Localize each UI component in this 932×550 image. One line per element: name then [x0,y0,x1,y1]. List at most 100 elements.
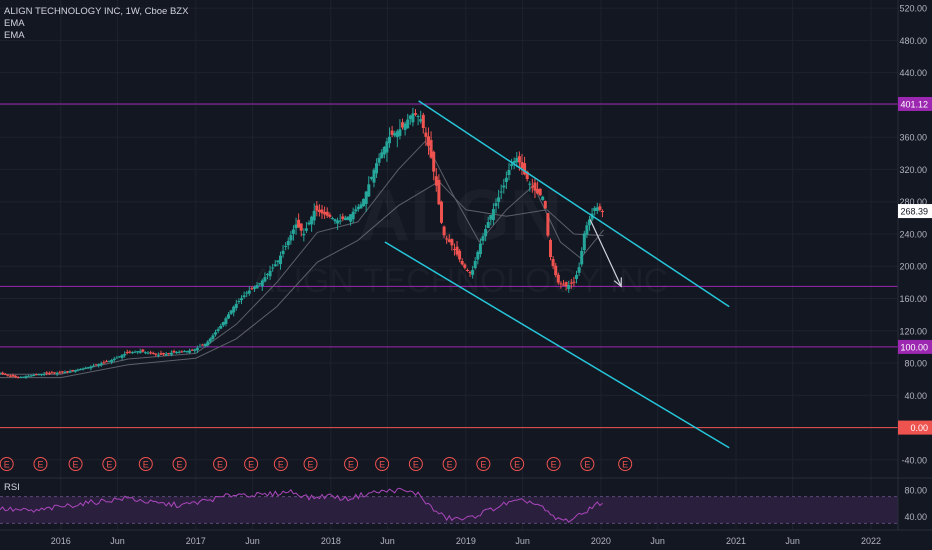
candle-body [403,123,407,130]
candle-body [499,191,503,193]
earnings-marker[interactable] [510,457,525,471]
earnings-marker[interactable] [102,457,117,471]
candle-body [543,201,547,209]
candle-body [279,255,282,265]
candle-body [484,229,488,237]
earnings-marker[interactable] [618,457,633,471]
candle-body [567,285,571,289]
candle-body [206,341,210,346]
candle-body [175,352,179,354]
price-tick-label: 280.00 [899,197,927,207]
price-tick-label: 480.00 [899,36,927,46]
earnings-marker[interactable] [344,457,359,471]
candle-body [21,376,25,378]
earnings-marker[interactable] [442,457,457,471]
earnings-marker[interactable] [476,457,491,471]
channel-line[interactable] [384,241,730,449]
earnings-marker[interactable] [33,457,48,471]
candle-body [208,338,212,342]
ema-indicator-label[interactable]: EMA [4,18,25,29]
projection-arrows[interactable] [589,219,622,288]
candle-body [356,206,360,210]
candle-body [463,264,467,268]
earnings-marker[interactable] [244,457,259,471]
candle-body [76,369,80,371]
candle-body [118,356,121,358]
candle-body [115,357,119,359]
candle-body [154,353,158,355]
ema-indicator-label-2[interactable]: EMA [4,30,25,41]
candle-body [598,206,602,210]
time-axis[interactable]: 2016 Jun 2017 Jun 2018 Jun 2019 Jun 2020 Jun 2021 J… [0,529,932,546]
candle-body [211,335,215,339]
candle-body [312,210,316,221]
candle-body [97,364,101,366]
rsi-pane [0,477,932,524]
candle-body [112,358,116,360]
candle-body [14,375,18,378]
earnings-marker[interactable] [546,457,561,471]
candle-body [94,364,98,366]
candle-body [556,274,560,283]
candle-body [34,374,38,376]
candle-body [3,373,7,375]
candle-body [193,349,197,351]
earnings-marker-label: E [379,459,385,469]
candle-body [330,218,334,220]
price-tick-label: -40.00 [901,455,927,465]
candle-body [528,183,532,185]
candle-body [232,306,236,313]
candle-body [162,353,166,355]
price-label-box [898,96,932,111]
ema-fast-line [0,140,604,375]
candle-body [411,113,415,123]
price-tick-label: 200.00 [899,262,927,272]
candle-body [362,198,366,207]
earnings-marker-label: E [480,459,486,469]
rsi-line [0,487,603,523]
earnings-marker[interactable] [213,457,228,471]
candle-body [424,132,428,137]
rsi-pane-label[interactable]: RSI [4,482,20,493]
candle-body [538,188,542,196]
time-tick-label: Jun [515,536,530,546]
earnings-marker[interactable] [172,457,187,471]
projection-arrow-head[interactable] [613,277,622,288]
candle-body [247,290,251,294]
projection-arrow[interactable] [589,219,622,287]
candle-body [406,119,410,129]
price-label-text: 401.12 [900,99,928,109]
candle-body [575,274,578,279]
ema-lines [0,140,604,379]
candle-body [427,136,430,146]
candle-body [354,209,358,212]
earnings-marker[interactable] [303,457,318,471]
price-label-text: 100.00 [900,342,928,352]
earnings-marker[interactable] [68,457,83,471]
earnings-marker[interactable] [0,457,14,471]
earnings-marker[interactable] [138,457,153,471]
candle-body [195,347,199,351]
candle-body [294,224,298,229]
candle-body [32,375,36,376]
candle-body [512,161,516,164]
time-tick-label: Jun [380,536,395,546]
price-label-text: 268.39 [900,207,928,217]
candle-body [437,179,441,205]
channel-line[interactable] [418,100,730,308]
channel-lines[interactable] [384,100,730,449]
chart-title[interactable]: ALIGN TECHNOLOGY INC, 1W, Cboe BZX [4,6,189,17]
earnings-marker[interactable] [408,457,423,471]
earnings-marker[interactable] [580,457,595,471]
candle-body [291,229,295,234]
candle-body [258,283,262,285]
earnings-marker-label: E [73,459,79,469]
candle-body [453,248,456,250]
earnings-marker[interactable] [375,457,390,471]
candle-body [341,216,345,220]
candle-body [11,375,15,377]
candle-body [343,217,347,221]
earnings-marker[interactable] [273,457,288,471]
